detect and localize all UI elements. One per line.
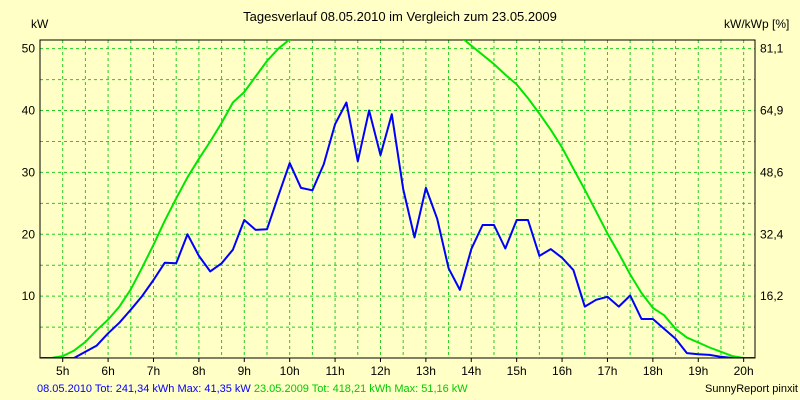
x-tick-label: 13h (416, 364, 436, 378)
y-axis-label: kW (31, 17, 49, 31)
x-tick-label: 9h (238, 364, 251, 378)
credit-text: SunnyReport pinxit (705, 383, 798, 395)
y2-tick-label: 32,4 (760, 227, 784, 241)
chart-title: Tagesverlauf 08.05.2010 im Vergleich zum… (243, 9, 557, 24)
y-tick-label: 30 (22, 165, 36, 179)
legend-series-2010: 08.05.2010 Tot: 241,34 kWh Max: 41,35 kW (37, 383, 251, 395)
y-tick-label: 20 (22, 227, 36, 241)
plot-area (40, 40, 755, 358)
x-tick-label: 20h (734, 364, 754, 378)
legend-series-2009: 23.05.2009 Tot: 418,21 kWh Max: 51,16 kW (253, 383, 468, 395)
x-tick-label: 7h (147, 364, 160, 378)
x-tick-label: 6h (101, 364, 114, 378)
x-tick-label: 15h (507, 364, 527, 378)
y2-axis-label: kW/kWp [%] (724, 17, 790, 31)
grid-lines (40, 40, 755, 358)
series-line-2010 (40, 101, 755, 358)
x-tick-label: 11h (326, 364, 345, 378)
y-tick-label: 10 (22, 289, 36, 303)
x-tick-label: 18h (643, 364, 663, 378)
y-tick-label: 40 (22, 104, 36, 118)
y2-tick-label: 64,9 (760, 104, 784, 118)
x-tick-label: 16h (552, 364, 572, 378)
x-tick-label: 12h (370, 364, 390, 378)
y2-tick-label: 81,1 (760, 42, 784, 56)
y-tick-label: 50 (22, 42, 36, 56)
series-layer (40, 40, 755, 358)
series-line-2009 (40, 40, 755, 358)
x-tick-label: 17h (597, 364, 617, 378)
x-tick-label: 8h (192, 364, 205, 378)
axis-tick-labels: 5h 6h 7h 8h 9h 10h 11h 12h 13h 14h 15h 16h 17h 18h 19h… (22, 42, 784, 378)
y2-tick-label: 48,6 (760, 165, 784, 179)
y2-tick-label: 16,2 (760, 289, 784, 303)
footer-summary: 08.05.2010 Tot: 241,34 kWh Max: 41,35 kW… (37, 383, 468, 395)
x-tick-label: 5h (56, 364, 69, 378)
x-tick-label: 19h (688, 364, 708, 378)
x-tick-label: 14h (461, 364, 481, 378)
plot-frame (39, 39, 756, 359)
x-tick-label: 10h (280, 364, 300, 378)
